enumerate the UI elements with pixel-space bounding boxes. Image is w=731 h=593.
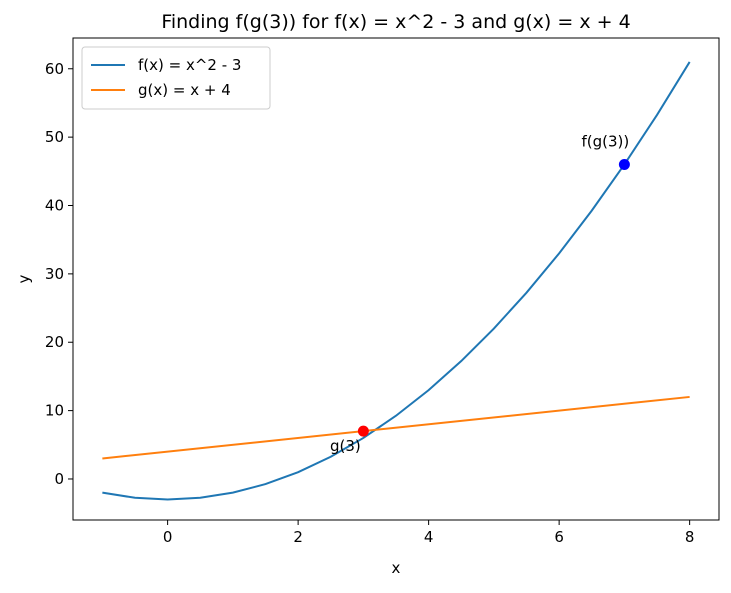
y-tick-label: 60 [45, 60, 64, 78]
x-tick-label: 2 [293, 528, 303, 546]
legend-label: f(x) = x^2 - 3 [138, 56, 241, 74]
point-label: f(g(3)) [582, 132, 630, 150]
x-tick-label: 8 [685, 528, 695, 546]
legend-label: g(x) = x + 4 [138, 81, 231, 99]
highlight-point [618, 158, 630, 170]
y-tick-label: 30 [45, 265, 64, 283]
legend-box [81, 46, 271, 110]
x-axis-label: x [392, 559, 401, 577]
x-tick-label: 0 [163, 528, 173, 546]
y-tick-label: 40 [45, 197, 64, 215]
x-tick-label: 6 [554, 528, 564, 546]
y-tick-label: 0 [54, 470, 64, 488]
highlight-point [357, 425, 369, 437]
line-series [102, 61, 691, 501]
y-tick-label: 20 [45, 333, 64, 351]
y-axis-label: y [15, 274, 33, 283]
chart-title: Finding f(g(3)) for f(x) = x^2 - 3 and g… [161, 11, 630, 33]
line-series [102, 395, 690, 460]
y-tick-label: 10 [45, 402, 64, 420]
point-label: g(3) [330, 437, 361, 455]
plot-frame [72, 37, 720, 521]
y-tick-label: 50 [45, 128, 64, 146]
x-tick-label: 4 [424, 528, 434, 546]
